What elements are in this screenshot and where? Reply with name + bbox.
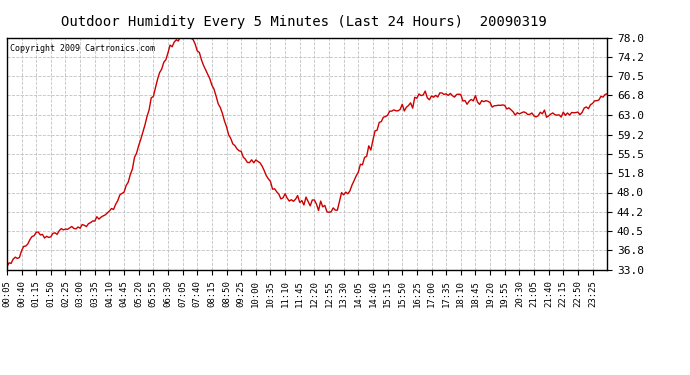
Text: Copyright 2009 Cartronics.com: Copyright 2009 Cartronics.com	[10, 45, 155, 54]
Text: Outdoor Humidity Every 5 Minutes (Last 24 Hours)  20090319: Outdoor Humidity Every 5 Minutes (Last 2…	[61, 15, 546, 29]
